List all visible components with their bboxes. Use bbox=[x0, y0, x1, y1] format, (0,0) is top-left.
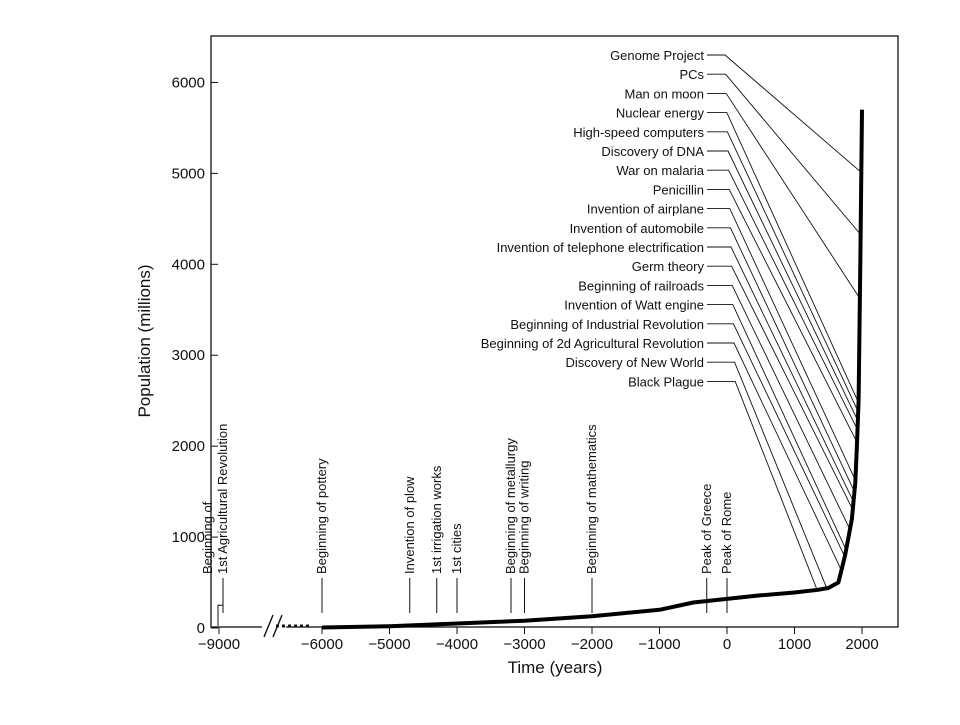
plot-frame bbox=[210, 35, 899, 628]
x-tick-label: 2000 bbox=[845, 636, 878, 653]
annotation-leader bbox=[707, 246, 854, 501]
annotation-bottom-label: Beginning of pottery bbox=[314, 458, 329, 574]
annotation-right-label: Invention of automobile bbox=[570, 221, 704, 236]
annotation-bottom-label: Beginning of mathematics bbox=[584, 424, 599, 574]
y-tick-label: 1000 bbox=[172, 529, 205, 546]
annotation-bottom-label: Peak of Greece bbox=[699, 484, 714, 574]
annotation-right-label: Penicillin bbox=[653, 182, 704, 197]
series-start-segment bbox=[217, 604, 223, 626]
y-tick-label: 5000 bbox=[172, 165, 205, 182]
annotation-leader bbox=[707, 323, 845, 556]
annotation-bottom-label: 1st cities bbox=[449, 523, 464, 574]
y-tick-label: 3000 bbox=[172, 347, 205, 364]
annotation-leader bbox=[707, 169, 858, 429]
y-tick-label: 0 bbox=[197, 620, 205, 637]
annotation-right-label: Invention of airplane bbox=[587, 202, 704, 217]
annotation-bottom-label: Beginning of writing bbox=[517, 461, 532, 574]
annotation-bottom-label: 1st irrigation works bbox=[429, 465, 444, 574]
annotation-leader bbox=[707, 54, 861, 172]
y-axis-title: Population (millions) bbox=[135, 264, 154, 417]
x-tick-label: −5000 bbox=[368, 636, 410, 653]
annotation-bottom-label: Peak of Rome bbox=[719, 492, 734, 574]
annotation-leader bbox=[707, 73, 860, 234]
annotation-bottom-label: Beginning of bbox=[200, 501, 215, 574]
x-tick-label: 0 bbox=[723, 636, 731, 653]
annotation-leader bbox=[707, 131, 858, 410]
x-tick-label: 1000 bbox=[778, 636, 811, 653]
annotation-bottom-label: Invention of plow bbox=[402, 476, 417, 574]
annotation-leader bbox=[707, 208, 855, 479]
annotation-right-label: Invention of Watt engine bbox=[564, 298, 704, 313]
annotation-right-label: Beginning of Industrial Revolution bbox=[510, 317, 704, 332]
annotation-right-label: War on malaria bbox=[616, 163, 704, 178]
x-tick-label: −3000 bbox=[503, 636, 545, 653]
annotation-leader bbox=[707, 304, 846, 549]
annotation-leader bbox=[707, 342, 842, 570]
x-tick-label: −2000 bbox=[571, 636, 613, 653]
annotation-right-label: Nuclear energy bbox=[616, 106, 705, 121]
y-tick-label: 6000 bbox=[172, 74, 205, 91]
annotation-right-label: Beginning of 2d Agricultural Revolution bbox=[481, 336, 704, 351]
annotation-leader bbox=[707, 227, 854, 490]
annotation-leader bbox=[707, 150, 858, 420]
annotation-right-label: Man on moon bbox=[625, 86, 705, 101]
annotation-leader bbox=[707, 284, 850, 529]
y-tick-label: 2000 bbox=[172, 438, 205, 455]
annotation-bottom-label: 1st Agricultural Revolution bbox=[215, 424, 230, 574]
annotation-leader bbox=[707, 361, 828, 589]
axis-break-gap bbox=[262, 620, 286, 634]
annotation-leader bbox=[707, 380, 818, 590]
annotation-right-label: Discovery of New World bbox=[566, 355, 704, 370]
annotation-leader bbox=[707, 112, 859, 401]
annotation-leader bbox=[707, 265, 853, 509]
x-tick-label: −4000 bbox=[436, 636, 478, 653]
annotation-right-label: Beginning of railroads bbox=[578, 278, 704, 293]
x-tick-label: −9000 bbox=[198, 636, 240, 653]
annotation-right-label: Invention of telephone electrification bbox=[497, 240, 704, 255]
x-tick-label: −1000 bbox=[638, 636, 680, 653]
x-tick-label: −6000 bbox=[301, 636, 343, 653]
annotation-right-label: Discovery of DNA bbox=[601, 144, 704, 159]
axis-break-mark bbox=[263, 614, 274, 638]
population-line bbox=[321, 109, 864, 630]
annotation-right-label: Genome Project bbox=[610, 48, 704, 63]
annotation-right-label: PCs bbox=[679, 67, 704, 82]
x-axis-title: Time (years) bbox=[508, 658, 603, 677]
y-tick-label: 4000 bbox=[172, 256, 205, 273]
annotation-right-label: Germ theory bbox=[632, 259, 705, 274]
annotation-leader bbox=[707, 92, 860, 298]
annotation-right-label: Black Plague bbox=[628, 374, 704, 389]
annotation-right-label: High-speed computers bbox=[573, 125, 704, 140]
annotation-leader bbox=[707, 188, 857, 441]
annotation-bottom-label: Beginning of metallurgy bbox=[503, 438, 518, 574]
